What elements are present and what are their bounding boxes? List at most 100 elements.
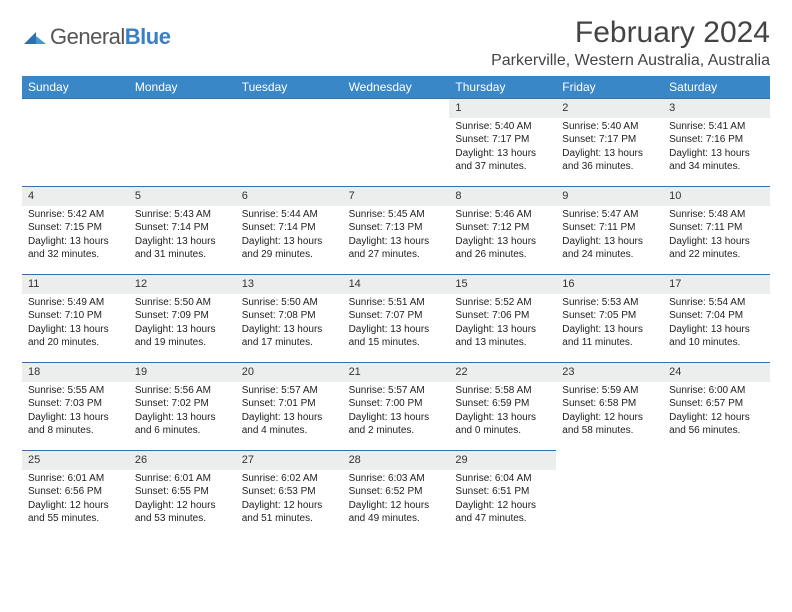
- daylight-line: Daylight: 13 hours and 31 minutes.: [135, 235, 230, 262]
- daylight-line: Daylight: 13 hours and 19 minutes.: [135, 323, 230, 350]
- day-cell: 23Sunrise: 5:59 AMSunset: 6:58 PMDayligh…: [556, 362, 663, 450]
- day-number: 23: [556, 363, 663, 382]
- daylight-line: Daylight: 13 hours and 0 minutes.: [455, 411, 550, 438]
- daylight-line: Daylight: 13 hours and 2 minutes.: [349, 411, 444, 438]
- day-number: 7: [343, 187, 450, 206]
- day-number: 10: [663, 187, 770, 206]
- sunrise-line: Sunrise: 5:48 AM: [669, 208, 764, 222]
- location-text: Parkerville, Western Australia, Australi…: [491, 52, 770, 70]
- sunset-line: Sunset: 7:00 PM: [349, 397, 444, 411]
- daylight-line: Daylight: 13 hours and 34 minutes.: [669, 147, 764, 174]
- sunset-line: Sunset: 7:05 PM: [562, 309, 657, 323]
- day-number: 28: [343, 451, 450, 470]
- sunset-line: Sunset: 7:04 PM: [669, 309, 764, 323]
- day-body: Sunrise: 6:01 AMSunset: 6:55 PMDaylight:…: [129, 470, 236, 530]
- weekday-header: Friday: [556, 76, 663, 98]
- day-number: 26: [129, 451, 236, 470]
- sunrise-line: Sunrise: 5:58 AM: [455, 384, 550, 398]
- daylight-line: Daylight: 13 hours and 17 minutes.: [242, 323, 337, 350]
- sunset-line: Sunset: 7:02 PM: [135, 397, 230, 411]
- sunset-line: Sunset: 6:53 PM: [242, 485, 337, 499]
- day-body: Sunrise: 5:54 AMSunset: 7:04 PMDaylight:…: [663, 294, 770, 354]
- sunset-line: Sunset: 7:08 PM: [242, 309, 337, 323]
- daylight-line: Daylight: 12 hours and 55 minutes.: [28, 499, 123, 526]
- day-body: Sunrise: 6:00 AMSunset: 6:57 PMDaylight:…: [663, 382, 770, 442]
- day-cell: 11Sunrise: 5:49 AMSunset: 7:10 PMDayligh…: [22, 274, 129, 362]
- weekday-header: Thursday: [449, 76, 556, 98]
- sunrise-line: Sunrise: 5:57 AM: [242, 384, 337, 398]
- daylight-line: Daylight: 13 hours and 32 minutes.: [28, 235, 123, 262]
- logo: GeneralBlue: [22, 24, 170, 50]
- sunset-line: Sunset: 7:07 PM: [349, 309, 444, 323]
- day-cell: 12Sunrise: 5:50 AMSunset: 7:09 PMDayligh…: [129, 274, 236, 362]
- day-body: Sunrise: 6:02 AMSunset: 6:53 PMDaylight:…: [236, 470, 343, 530]
- logo-text: GeneralBlue: [50, 24, 170, 50]
- sunrise-line: Sunrise: 6:01 AM: [135, 472, 230, 486]
- day-body: Sunrise: 5:45 AMSunset: 7:13 PMDaylight:…: [343, 206, 450, 266]
- day-cell: 3Sunrise: 5:41 AMSunset: 7:16 PMDaylight…: [663, 98, 770, 186]
- sunset-line: Sunset: 6:56 PM: [28, 485, 123, 499]
- day-cell: 20Sunrise: 5:57 AMSunset: 7:01 PMDayligh…: [236, 362, 343, 450]
- day-number: 24: [663, 363, 770, 382]
- sunrise-line: Sunrise: 5:56 AM: [135, 384, 230, 398]
- daylight-line: Daylight: 13 hours and 20 minutes.: [28, 323, 123, 350]
- sunset-line: Sunset: 6:58 PM: [562, 397, 657, 411]
- day-body: Sunrise: 5:40 AMSunset: 7:17 PMDaylight:…: [556, 118, 663, 178]
- day-body: Sunrise: 5:40 AMSunset: 7:17 PMDaylight:…: [449, 118, 556, 178]
- day-number: 25: [22, 451, 129, 470]
- blank-cell: [22, 98, 129, 186]
- day-number: 13: [236, 275, 343, 294]
- daylight-line: Daylight: 13 hours and 10 minutes.: [669, 323, 764, 350]
- day-body: Sunrise: 5:50 AMSunset: 7:08 PMDaylight:…: [236, 294, 343, 354]
- day-body: Sunrise: 5:55 AMSunset: 7:03 PMDaylight:…: [22, 382, 129, 442]
- day-body: Sunrise: 5:56 AMSunset: 7:02 PMDaylight:…: [129, 382, 236, 442]
- sunset-line: Sunset: 7:11 PM: [562, 221, 657, 235]
- sunrise-line: Sunrise: 5:55 AM: [28, 384, 123, 398]
- sunrise-line: Sunrise: 6:03 AM: [349, 472, 444, 486]
- day-cell: 14Sunrise: 5:51 AMSunset: 7:07 PMDayligh…: [343, 274, 450, 362]
- sunset-line: Sunset: 7:10 PM: [28, 309, 123, 323]
- day-number: 6: [236, 187, 343, 206]
- day-number: 14: [343, 275, 450, 294]
- daylight-line: Daylight: 13 hours and 36 minutes.: [562, 147, 657, 174]
- day-body: Sunrise: 5:52 AMSunset: 7:06 PMDaylight:…: [449, 294, 556, 354]
- daylight-line: Daylight: 12 hours and 58 minutes.: [562, 411, 657, 438]
- day-body: Sunrise: 5:44 AMSunset: 7:14 PMDaylight:…: [236, 206, 343, 266]
- day-body: Sunrise: 6:03 AMSunset: 6:52 PMDaylight:…: [343, 470, 450, 530]
- sunset-line: Sunset: 7:09 PM: [135, 309, 230, 323]
- sunrise-line: Sunrise: 5:50 AM: [135, 296, 230, 310]
- sunset-line: Sunset: 7:14 PM: [135, 221, 230, 235]
- daylight-line: Daylight: 13 hours and 11 minutes.: [562, 323, 657, 350]
- logo-part1: General: [50, 24, 125, 49]
- sunset-line: Sunset: 7:03 PM: [28, 397, 123, 411]
- day-body: Sunrise: 5:49 AMSunset: 7:10 PMDaylight:…: [22, 294, 129, 354]
- sunrise-line: Sunrise: 5:40 AM: [455, 120, 550, 134]
- blank-cell: [129, 98, 236, 186]
- sunrise-line: Sunrise: 6:02 AM: [242, 472, 337, 486]
- weekday-header: Wednesday: [343, 76, 450, 98]
- day-number: 9: [556, 187, 663, 206]
- day-cell: 17Sunrise: 5:54 AMSunset: 7:04 PMDayligh…: [663, 274, 770, 362]
- sunrise-line: Sunrise: 5:49 AM: [28, 296, 123, 310]
- day-number: 27: [236, 451, 343, 470]
- day-number: 17: [663, 275, 770, 294]
- sunset-line: Sunset: 7:13 PM: [349, 221, 444, 235]
- day-cell: 5Sunrise: 5:43 AMSunset: 7:14 PMDaylight…: [129, 186, 236, 274]
- sunrise-line: Sunrise: 5:42 AM: [28, 208, 123, 222]
- day-cell: 10Sunrise: 5:48 AMSunset: 7:11 PMDayligh…: [663, 186, 770, 274]
- daylight-line: Daylight: 13 hours and 13 minutes.: [455, 323, 550, 350]
- day-body: Sunrise: 6:04 AMSunset: 6:51 PMDaylight:…: [449, 470, 556, 530]
- blank-cell: [236, 98, 343, 186]
- sunrise-line: Sunrise: 5:50 AM: [242, 296, 337, 310]
- day-body: Sunrise: 5:53 AMSunset: 7:05 PMDaylight:…: [556, 294, 663, 354]
- sunset-line: Sunset: 6:52 PM: [349, 485, 444, 499]
- sunrise-line: Sunrise: 5:53 AM: [562, 296, 657, 310]
- day-cell: 22Sunrise: 5:58 AMSunset: 6:59 PMDayligh…: [449, 362, 556, 450]
- day-body: Sunrise: 5:57 AMSunset: 7:00 PMDaylight:…: [343, 382, 450, 442]
- sunrise-line: Sunrise: 5:57 AM: [349, 384, 444, 398]
- day-number: 19: [129, 363, 236, 382]
- daylight-line: Daylight: 12 hours and 53 minutes.: [135, 499, 230, 526]
- weekday-header: Sunday: [22, 76, 129, 98]
- sunrise-line: Sunrise: 5:47 AM: [562, 208, 657, 222]
- weekday-header: Saturday: [663, 76, 770, 98]
